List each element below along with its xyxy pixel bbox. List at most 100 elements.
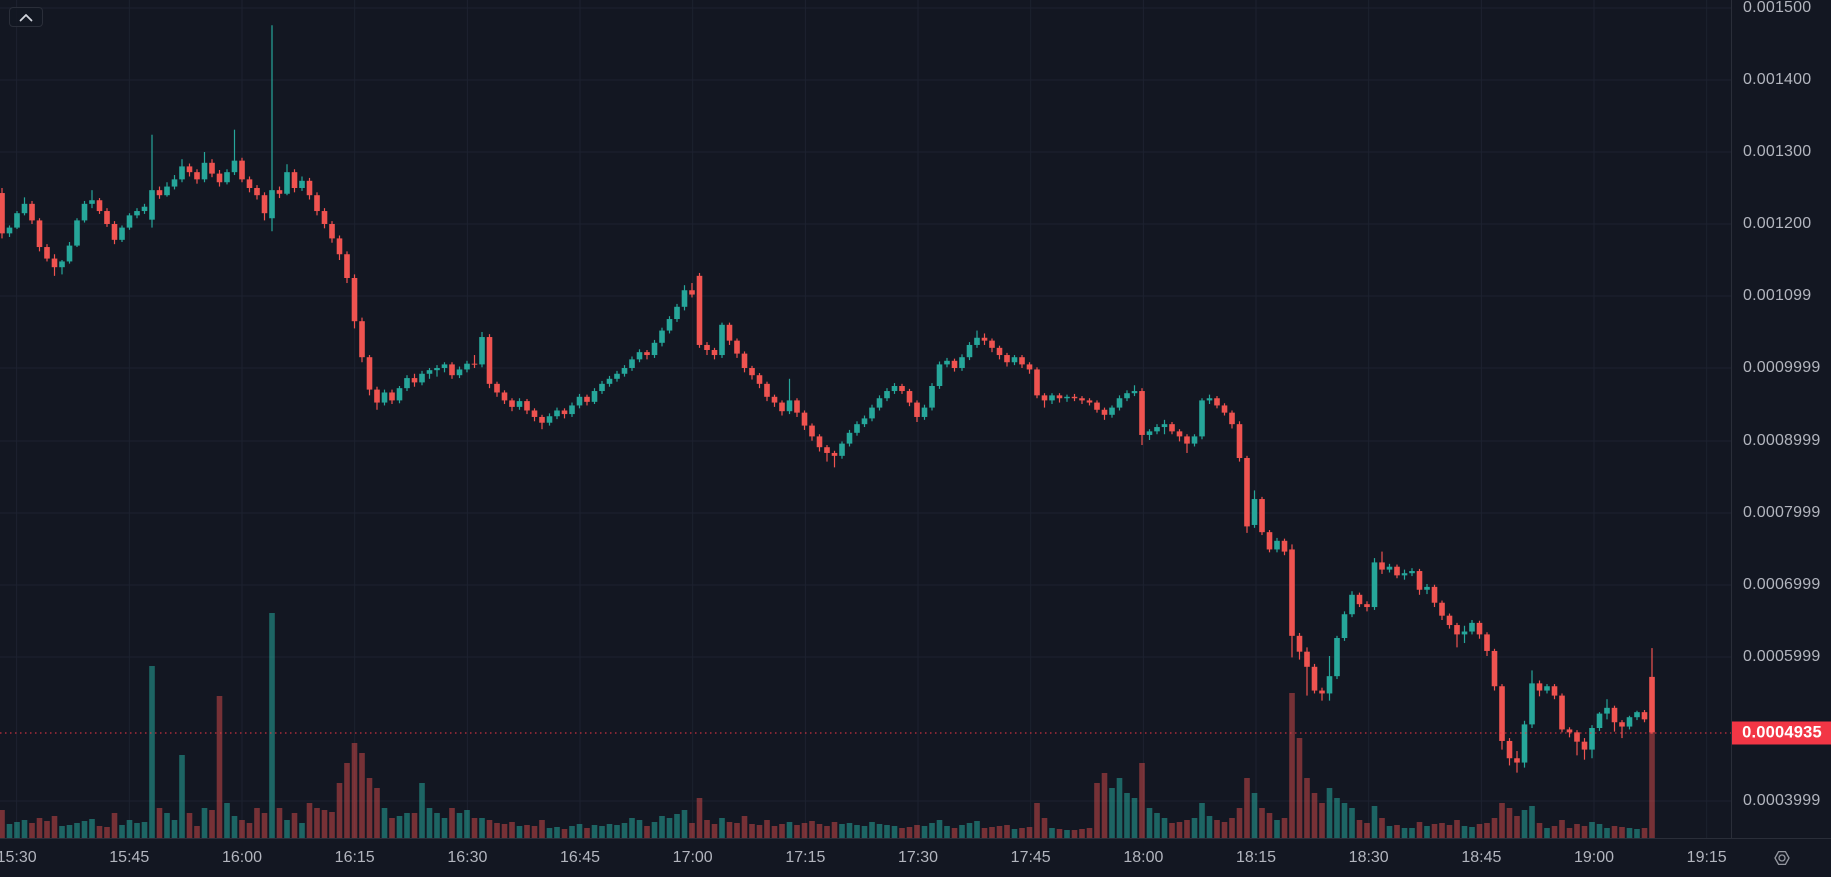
candle-body bbox=[171, 179, 178, 187]
candle-body bbox=[644, 352, 650, 356]
volume-bar bbox=[1356, 820, 1363, 838]
volume-bar bbox=[666, 818, 673, 838]
candle-body bbox=[509, 400, 515, 407]
volume-bar bbox=[209, 810, 215, 838]
volume-bar bbox=[36, 818, 43, 838]
price-axis[interactable]: 0.0004935 0.001500 0.001400 0.001300 0.0012… bbox=[1731, 0, 1831, 838]
candle-body bbox=[1641, 712, 1648, 720]
time-axis-label: 18:45 bbox=[1461, 849, 1502, 866]
price-axis-label: 0.001300 bbox=[1743, 143, 1812, 160]
candle-body bbox=[621, 368, 628, 374]
candle-body bbox=[1326, 676, 1333, 694]
candle-body bbox=[1581, 741, 1588, 750]
volume-bar bbox=[779, 824, 785, 838]
price-axis-label: 0.001099 bbox=[1743, 287, 1812, 304]
candle-body bbox=[1184, 436, 1190, 444]
candle-body bbox=[659, 330, 665, 343]
candle-body bbox=[614, 373, 620, 379]
volume-bar bbox=[1544, 828, 1550, 838]
volume-bar bbox=[1086, 828, 1093, 838]
price-chart-canvas[interactable] bbox=[0, 0, 1831, 838]
volume-bar bbox=[1229, 818, 1235, 838]
volume-bar bbox=[179, 755, 185, 838]
volume-bar bbox=[606, 824, 613, 838]
candle-body bbox=[1604, 707, 1610, 714]
volume-bar bbox=[786, 822, 793, 838]
candle-body bbox=[1094, 402, 1100, 410]
candle-body bbox=[494, 383, 500, 393]
candle-body bbox=[674, 306, 680, 320]
volume-bar bbox=[284, 820, 290, 838]
volume-bar bbox=[854, 825, 860, 838]
candle-body bbox=[764, 383, 770, 397]
volume-bar bbox=[336, 783, 343, 838]
volume-bar bbox=[1176, 822, 1183, 838]
candle-body bbox=[711, 350, 718, 356]
candle-body bbox=[359, 321, 365, 358]
axis-settings-button[interactable] bbox=[1771, 847, 1793, 869]
volume-bar bbox=[134, 823, 140, 838]
candle-body bbox=[531, 410, 538, 417]
candle-body bbox=[749, 368, 755, 376]
volume-bar bbox=[629, 818, 635, 838]
volume-bar bbox=[1214, 820, 1220, 838]
candle-body bbox=[104, 211, 110, 224]
volume-bar bbox=[194, 826, 200, 838]
candle-body bbox=[1596, 713, 1603, 728]
volume-bar bbox=[306, 803, 313, 838]
volume-bar bbox=[644, 826, 650, 838]
candle-body bbox=[479, 337, 485, 365]
time-axis[interactable]: 15:30 15:45 16:00 16:15 16:30 16:45 17:00 17:15… bbox=[0, 838, 1831, 877]
time-axis-label: 19:00 bbox=[1573, 849, 1615, 866]
candle-body bbox=[524, 401, 530, 411]
candle-body bbox=[704, 344, 710, 350]
candle-body bbox=[681, 290, 688, 307]
candle-body bbox=[111, 224, 118, 240]
candle-body bbox=[269, 190, 275, 219]
volume-bar bbox=[224, 803, 230, 838]
candle-body bbox=[1341, 614, 1348, 638]
price-axis-label: 0.001200 bbox=[1743, 215, 1812, 232]
time-axis-label: 17:00 bbox=[672, 849, 713, 866]
collapse-toolbar-button[interactable] bbox=[9, 7, 43, 27]
candle-body bbox=[839, 443, 845, 456]
current-price-badge: 0.0004935 bbox=[1732, 721, 1831, 745]
candle-body bbox=[914, 402, 920, 417]
volume-bar bbox=[1161, 818, 1168, 838]
time-axis-label: 17:45 bbox=[1010, 849, 1051, 866]
candle-body bbox=[366, 357, 373, 390]
candle-body bbox=[411, 378, 418, 383]
volume-bar bbox=[1439, 823, 1445, 838]
volume-bar bbox=[1274, 820, 1280, 838]
volume-bar bbox=[906, 827, 913, 838]
volume-bar bbox=[1011, 829, 1018, 838]
candle-body bbox=[779, 402, 785, 412]
candle-body bbox=[891, 386, 898, 392]
volume-bar bbox=[756, 825, 763, 838]
candle-body bbox=[306, 180, 313, 196]
candle-body bbox=[996, 347, 1003, 356]
volume-bar bbox=[486, 820, 493, 838]
volume-bar bbox=[171, 820, 178, 838]
volume-bar bbox=[1371, 806, 1378, 838]
volume-bar bbox=[929, 823, 935, 838]
candle-body bbox=[1124, 393, 1130, 399]
volume-bar bbox=[824, 826, 830, 838]
candle-body bbox=[1461, 631, 1468, 635]
candle-body bbox=[299, 180, 305, 188]
time-axis-label: 18:00 bbox=[1123, 849, 1164, 866]
candle-body bbox=[854, 424, 860, 433]
volume-bar bbox=[861, 826, 868, 838]
volume-bar bbox=[696, 798, 703, 838]
volume-bar bbox=[1469, 827, 1475, 838]
volume-bar bbox=[1649, 730, 1655, 838]
candle-body bbox=[741, 353, 748, 368]
volume-bar bbox=[621, 823, 628, 838]
candle-body bbox=[1229, 412, 1235, 425]
volume-bar bbox=[96, 826, 103, 838]
candle-body bbox=[981, 337, 988, 341]
candle-body bbox=[1551, 686, 1558, 696]
time-axis-label: 17:30 bbox=[897, 849, 939, 866]
volume-bar bbox=[0, 810, 5, 838]
candle-body bbox=[1049, 395, 1055, 401]
